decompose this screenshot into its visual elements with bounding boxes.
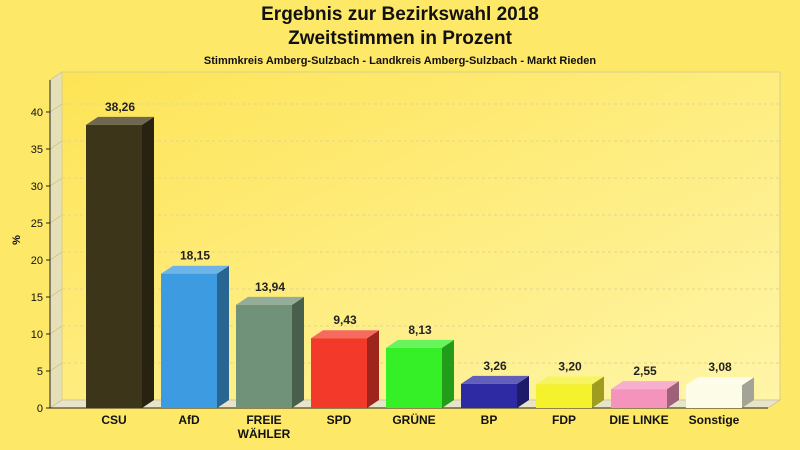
bar-side <box>517 375 529 408</box>
chart-side-wall <box>49 71 63 409</box>
grid-line-wall <box>49 177 63 187</box>
x-tick-label: AfD <box>178 413 200 427</box>
x-tick-label: Sonstige <box>689 413 740 427</box>
bar-front <box>311 338 367 408</box>
bar-front <box>536 384 592 408</box>
y-tick-label: 35 <box>31 144 43 156</box>
bar-side <box>442 339 454 408</box>
bar-csu <box>86 116 154 408</box>
x-tick-label: BP <box>481 413 498 427</box>
value-label: 3,20 <box>558 359 582 373</box>
bar-front <box>686 385 742 408</box>
y-tick-label: 30 <box>31 181 43 193</box>
bar-top <box>161 265 229 274</box>
bar-top <box>461 375 529 384</box>
x-tick-label: WÄHLER <box>238 426 291 441</box>
x-tick-label: FREIE <box>246 413 281 427</box>
bar-top <box>611 381 679 390</box>
bar-spd <box>311 330 379 408</box>
x-tick-label: SPD <box>327 413 352 427</box>
y-tick-label: 40 <box>31 107 43 119</box>
y-tick-label: 0 <box>37 403 43 415</box>
bar-top <box>386 339 454 348</box>
y-axis-label: % <box>11 235 23 245</box>
bar-side <box>217 265 229 408</box>
grid-line-wall <box>49 140 63 150</box>
bar-front <box>161 273 217 408</box>
bar-bp <box>461 375 529 408</box>
value-label: 3,08 <box>708 360 732 374</box>
value-label: 13,94 <box>255 280 285 294</box>
value-label: 38,26 <box>105 100 135 114</box>
bar-side <box>292 296 304 408</box>
bar-die-linke <box>611 381 679 408</box>
bar-front <box>461 383 517 408</box>
value-label: 9,43 <box>333 313 357 327</box>
value-label: 18,15 <box>180 249 210 263</box>
y-tick-label: 25 <box>31 218 43 230</box>
bar-top <box>311 330 379 339</box>
x-tick-label: FDP <box>552 413 576 427</box>
y-tick-label: 5 <box>37 366 43 378</box>
value-label: 8,13 <box>408 323 432 337</box>
y-tick-label: 10 <box>31 329 43 341</box>
bar-top <box>536 376 604 385</box>
bar-grüne <box>386 339 454 408</box>
bar-front <box>86 124 142 408</box>
bar-side <box>592 376 604 408</box>
x-tick-label: DIE LINKE <box>609 413 668 427</box>
bar-side <box>667 381 679 408</box>
chart-subtitle-region: Stimmkreis Amberg-Sulzbach - Landkreis A… <box>203 55 597 67</box>
bars <box>86 116 754 408</box>
value-label: 3,26 <box>483 359 507 373</box>
bar-side <box>742 377 754 408</box>
bar-side <box>142 116 154 408</box>
bar-sonstige <box>686 377 754 408</box>
value-labels: 38,26 18,15 13,94 9,43 8,13 3,26 3,20 2,55 3,08 <box>105 100 732 378</box>
grid-line-wall <box>49 103 63 113</box>
bar-fdp <box>536 376 604 408</box>
bar-freie-wähler <box>236 296 304 408</box>
value-label: 2,55 <box>633 364 657 378</box>
y-tick-label: 20 <box>31 255 43 267</box>
bar-top <box>686 377 754 386</box>
bar-afd <box>161 265 229 408</box>
chart-subtitle: Zweitstimmen in Prozent <box>288 28 512 49</box>
bar-top <box>86 116 154 125</box>
bar-front <box>611 389 667 408</box>
bar-side <box>367 330 379 408</box>
y-tick-labels: 0 5 10 15 20 25 30 35 40 <box>31 107 50 415</box>
grid-line-wall <box>49 214 63 224</box>
grid-line-wall <box>49 251 63 261</box>
chart-title: Ergebnis zur Bezirkswahl 2018 <box>261 4 539 25</box>
bar-top <box>236 296 304 305</box>
grid-line-wall <box>49 325 63 335</box>
bar-front <box>236 304 292 408</box>
grid-line-wall <box>49 362 63 372</box>
bar-front <box>386 347 442 408</box>
x-tick-label: GRÜNE <box>392 412 435 427</box>
y-tick-label: 15 <box>31 292 43 304</box>
x-tick-label: CSU <box>101 413 126 427</box>
grid-lines <box>49 103 780 372</box>
grid-line-wall <box>49 288 63 298</box>
